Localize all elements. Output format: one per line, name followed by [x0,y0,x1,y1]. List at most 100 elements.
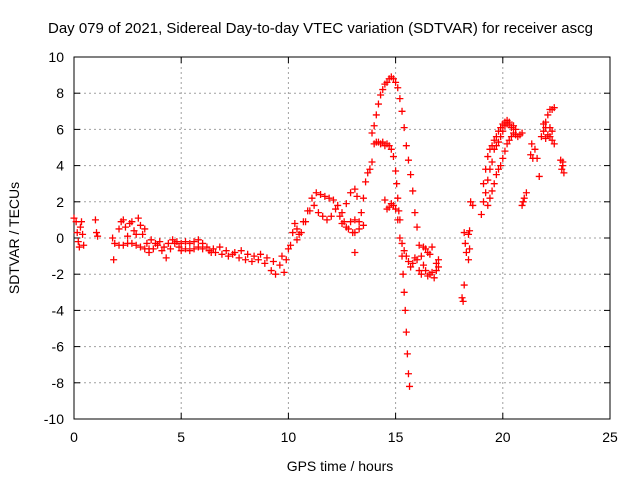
data-point [368,158,376,166]
data-point [400,288,408,296]
data-point [389,75,397,83]
data-point [462,248,470,256]
data-point [291,220,299,228]
data-point [132,241,140,249]
data-point [181,245,189,253]
data-point [535,172,543,180]
data-point [434,256,442,264]
data-point [353,192,361,200]
data-point [338,220,346,228]
data-point [186,247,194,255]
data-point [136,221,144,229]
data-point [379,138,387,146]
data-point [362,178,370,186]
data-point [166,245,174,253]
data-point [235,254,243,262]
data-point [381,196,389,204]
data-point [548,136,556,144]
data-point [364,169,372,177]
data-point [190,245,198,253]
x-tick-label: 25 [602,429,618,445]
data-point [162,254,170,262]
data-point [199,245,207,253]
data-point [209,245,217,253]
data-point [134,214,142,222]
data-point [302,218,310,226]
data-point [403,350,411,358]
data-point [139,230,147,238]
data-point [379,86,387,94]
data-point [527,151,535,159]
data-point [203,243,211,251]
data-point [351,216,359,224]
data-point [402,142,410,150]
data-point [522,189,530,197]
data-point [143,239,151,247]
data-point [293,225,301,233]
data-point [488,187,496,195]
data-point [115,225,123,233]
data-point [70,214,78,222]
data-point [261,259,269,267]
data-point [434,263,442,271]
data-point [78,218,86,226]
data-point [254,256,262,264]
data-point [177,247,185,255]
data-point [404,258,412,266]
data-point [501,147,509,155]
data-point [533,154,541,162]
data-point [73,229,81,237]
data-point [484,201,492,209]
data-point [482,165,490,173]
data-point [109,234,117,242]
data-point [355,218,363,226]
data-point [289,229,297,237]
data-point [136,243,144,251]
data-point [347,218,355,226]
data-point [413,223,421,231]
x-tick-label: 0 [70,429,78,445]
data-point [310,201,318,209]
data-point [396,234,404,242]
y-tick-label: 0 [56,230,64,246]
data-point [351,248,359,256]
data-point [216,243,224,251]
data-point [490,180,498,188]
data-point [181,238,189,246]
data-point [413,256,421,264]
data-point [293,236,301,244]
data-point [141,245,149,253]
x-tick-labels: 0 5 10 15 20 25 [70,429,618,445]
data-point [342,223,350,231]
data-point [272,270,280,278]
data-point [278,252,286,260]
data-point [417,252,425,260]
data-point [267,267,275,275]
data-point [459,297,467,305]
data-point [308,194,316,202]
data-point [392,167,400,175]
data-point [387,145,395,153]
y-tick-label: 4 [56,158,64,174]
data-point [284,245,292,253]
data-point [400,247,408,255]
y-tick-labels: -10 -8 -6 -4 -2 0 2 4 6 8 10 [44,49,64,427]
data-point [540,127,548,135]
data-point [550,140,558,148]
data-point [401,306,409,314]
data-point [394,84,402,92]
data-point [91,216,99,224]
data-point [428,243,436,251]
data-point [336,212,344,220]
data-point [519,198,527,206]
data-point [383,78,391,86]
data-point [537,133,545,141]
data-point [518,129,526,137]
y-tick-label: 6 [56,121,64,137]
data-point [347,189,355,197]
data-point [151,239,159,247]
data-point [464,230,472,238]
data-point [415,267,423,275]
data-point [432,259,440,267]
y-tick-label: -6 [52,339,65,355]
